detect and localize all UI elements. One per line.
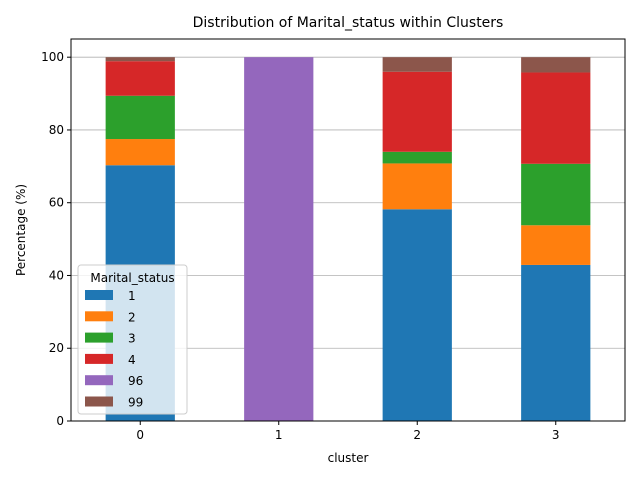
legend-label-4: 4: [128, 353, 136, 367]
legend-swatch-99: [85, 396, 113, 407]
bar-cluster-0-status-4: [105, 61, 175, 96]
bar-cluster-3-status-99: [521, 57, 591, 73]
bar-cluster-0-status-3: [105, 95, 175, 140]
legend-title: Marital_status: [90, 271, 174, 285]
chart-title: Distribution of Marital_status within Cl…: [193, 15, 504, 31]
y-axis-ticks: 0 20 40 60 80 100: [41, 50, 71, 428]
y-tick-label: 20: [49, 341, 64, 355]
bar-cluster-3-status-2: [521, 225, 591, 265]
legend-swatch-2: [85, 311, 113, 322]
x-tick-label: 3: [552, 428, 560, 442]
bar-cluster-0-status-99: [105, 57, 175, 62]
y-axis-label: Percentage (%): [14, 184, 28, 276]
x-tick-label: 1: [275, 428, 283, 442]
bar-cluster-1-status-96: [244, 57, 314, 421]
bar-cluster-2-status-1: [382, 209, 452, 421]
legend-swatch-3: [85, 332, 113, 343]
x-axis-label: cluster: [328, 451, 369, 465]
y-tick-label: 60: [49, 196, 64, 210]
bar-cluster-3-status-4: [521, 72, 591, 164]
y-tick-label: 100: [41, 50, 64, 64]
x-axis-ticks: 0 1 2 3: [136, 421, 560, 442]
legend-label-3: 3: [128, 332, 136, 346]
bar-cluster-3-status-1: [521, 264, 591, 421]
y-tick-label: 0: [56, 414, 64, 428]
bars: [105, 57, 591, 421]
legend-label-1: 1: [128, 289, 136, 303]
y-tick-label: 80: [49, 123, 64, 137]
legend-label-96: 96: [128, 374, 143, 388]
x-tick-label: 2: [413, 428, 421, 442]
legend-label-2: 2: [128, 310, 136, 324]
bar-cluster-0-status-2: [105, 139, 175, 166]
legend: Marital_status 1 2 3 4 96 99: [77, 264, 188, 415]
y-tick-label: 40: [49, 268, 64, 282]
legend-swatch-1: [85, 290, 113, 300]
bar-cluster-3-status-3: [521, 163, 591, 226]
legend-label-99: 99: [128, 396, 143, 410]
bar-cluster-2-status-3: [382, 151, 452, 164]
bar-cluster-2-status-4: [382, 71, 452, 152]
legend-swatch-4: [85, 353, 113, 364]
bar-cluster-2-status-2: [382, 163, 452, 210]
legend-swatch-96: [85, 375, 113, 386]
plot-frame: [70, 38, 626, 422]
x-tick-label: 0: [136, 428, 144, 442]
bar-cluster-2-status-99: [382, 57, 452, 72]
